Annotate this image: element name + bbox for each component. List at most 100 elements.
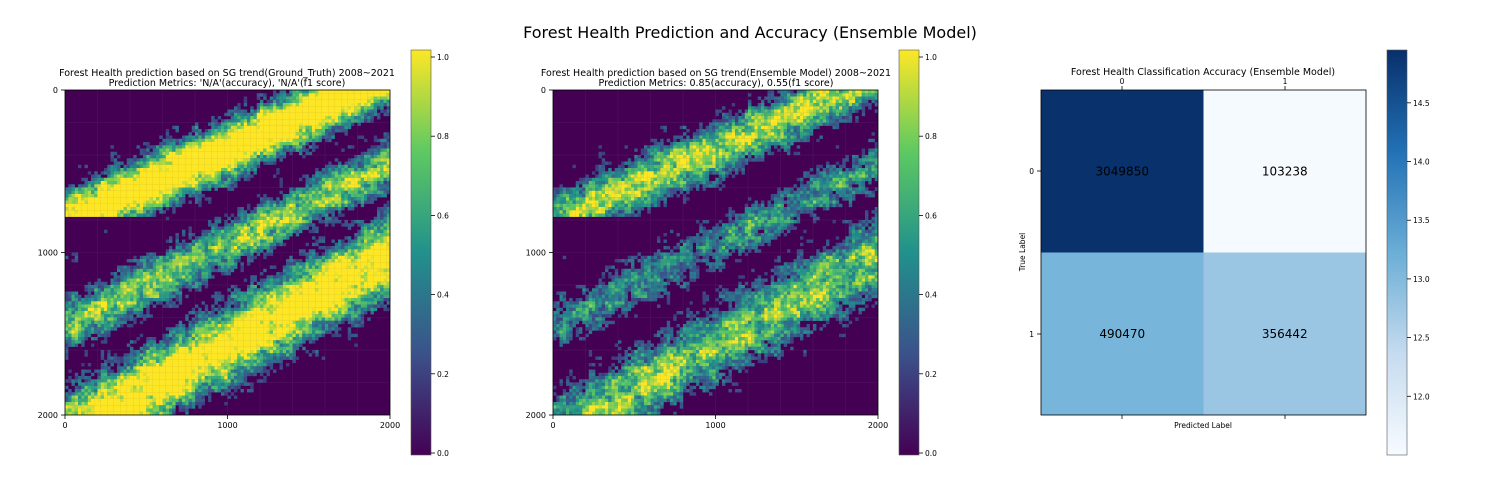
panel-1-map-pixel bbox=[256, 158, 261, 162]
panel-1-map-pixel bbox=[224, 340, 228, 344]
panel-1-map-pixel bbox=[328, 93, 332, 97]
panel-1-map-pixel bbox=[331, 213, 335, 217]
panel-1-map-pixel bbox=[165, 187, 170, 191]
panel-1-map-pixel bbox=[260, 210, 264, 214]
panel-1-map-pixel bbox=[214, 229, 218, 234]
panel-1-map-pixel bbox=[169, 337, 173, 341]
panel-1-map-pixel bbox=[312, 265, 316, 269]
panel-1-map-pixel bbox=[315, 320, 319, 325]
panel-1-map-pixel bbox=[204, 317, 209, 321]
panel-1-map-pixel bbox=[344, 129, 348, 133]
panel-1-map-pixel bbox=[104, 333, 108, 338]
panel-1-map-pixel bbox=[370, 229, 374, 234]
panel-1-map-pixel bbox=[191, 343, 196, 347]
panel-1-map-pixel bbox=[292, 291, 296, 295]
panel-1-map-pixel bbox=[357, 194, 361, 198]
panel-1-map-pixel bbox=[302, 155, 306, 159]
panel-1-map-pixel bbox=[65, 314, 69, 318]
panel-1-map-pixel bbox=[224, 229, 228, 234]
panel-1-map-pixel bbox=[286, 324, 290, 328]
panel-1-map-pixel bbox=[266, 327, 270, 331]
panel-1-map-pixel bbox=[351, 109, 355, 113]
panel-1-map-pixel bbox=[260, 311, 264, 315]
panel-1-map-pixel bbox=[380, 168, 384, 172]
panel-1-map-pixel bbox=[321, 90, 326, 94]
panel-1-map-pixel bbox=[211, 223, 215, 227]
panel-1-map-pixel bbox=[146, 281, 150, 286]
panel-1-map-pixel bbox=[250, 249, 254, 253]
panel-1-map-pixel bbox=[237, 155, 241, 159]
panel-1-map-pixel bbox=[386, 135, 391, 139]
panel-1-map-pixel bbox=[312, 93, 316, 97]
panel-1-map-pixel bbox=[110, 197, 114, 201]
panel-1-map-pixel bbox=[302, 125, 306, 130]
panel-1-map-pixel bbox=[221, 236, 225, 240]
panel-1-map-pixel bbox=[305, 259, 309, 263]
panel-1-map-pixel bbox=[312, 138, 316, 143]
panel-1-map-pixel bbox=[198, 307, 202, 312]
panel-1-map-pixel bbox=[224, 168, 228, 172]
panel-1-map-pixel bbox=[292, 197, 296, 201]
panel-1-map-pixel bbox=[221, 151, 225, 156]
panel-1-map-pixel bbox=[367, 294, 371, 299]
panel-1-map-pixel bbox=[198, 327, 202, 331]
panel-1-map-pixel bbox=[243, 125, 248, 130]
panel-1-map-pixel bbox=[74, 259, 79, 263]
panel-1-map-pixel bbox=[263, 197, 267, 201]
panel-1-map-pixel bbox=[276, 200, 280, 204]
panel-1-map-pixel bbox=[188, 252, 192, 256]
panel-1-map-pixel bbox=[178, 242, 183, 247]
panel-1-map-pixel bbox=[97, 301, 101, 305]
panel-1-map-pixel bbox=[247, 314, 251, 318]
panel-1-map-pixel bbox=[273, 142, 277, 146]
panel-1-map-pixel bbox=[130, 340, 134, 344]
panel-1-map-pixel bbox=[78, 298, 82, 302]
panel-1-map-pixel bbox=[159, 168, 163, 172]
panel-1-map-pixel bbox=[380, 259, 384, 263]
panel-1-map-pixel bbox=[276, 171, 280, 175]
panel-1-map-pixel bbox=[328, 268, 332, 273]
panel-1-map-pixel bbox=[201, 155, 205, 159]
panel-1-map-pixel bbox=[256, 103, 261, 107]
panel-1-map-pixel bbox=[237, 132, 241, 136]
panel-1-map-pixel bbox=[256, 239, 261, 243]
panel-1-map-pixel bbox=[234, 164, 238, 169]
panel-1-map-pixel bbox=[133, 304, 137, 308]
panel-1-map-pixel bbox=[243, 145, 248, 149]
panel-1-map-pixel bbox=[321, 187, 326, 191]
panel-1-map-pixel bbox=[338, 268, 342, 273]
panel-1-map-pixel bbox=[315, 207, 319, 211]
panel-1-map-pixel bbox=[227, 298, 231, 302]
panel-1-map-pixel bbox=[312, 327, 316, 331]
panel-1-map-pixel bbox=[351, 181, 355, 185]
panel-1-map-pixel bbox=[292, 226, 296, 230]
panel-1-map-pixel bbox=[234, 298, 238, 302]
panel-1-map-pixel bbox=[178, 190, 183, 195]
panel-1-map-pixel bbox=[208, 311, 212, 315]
panel-1-map-pixel bbox=[276, 291, 280, 295]
panel-1-map-pixel bbox=[318, 187, 322, 191]
panel-1-map-pixel bbox=[230, 301, 235, 305]
panel-1-map-pixel bbox=[110, 281, 114, 286]
panel-1-map-pixel bbox=[282, 112, 287, 117]
panel-1-map-pixel bbox=[211, 226, 215, 230]
panel-1-map-pixel bbox=[273, 343, 277, 347]
panel-1-map-pixel bbox=[253, 168, 257, 172]
panel-1-map-pixel bbox=[286, 330, 290, 334]
panel-1-map-pixel bbox=[292, 262, 296, 266]
panel-1-map-pixel bbox=[344, 268, 348, 273]
panel-1-map-pixel bbox=[227, 307, 231, 312]
panel-1-map-pixel bbox=[253, 135, 257, 139]
panel-1-map-pixel bbox=[386, 255, 391, 260]
panel-1-map-pixel bbox=[386, 99, 391, 104]
panel-1-map-pixel bbox=[198, 197, 202, 201]
panel-1-map-pixel bbox=[341, 291, 345, 295]
panel-1-map-pixel bbox=[328, 288, 332, 292]
panel-1-map-pixel bbox=[204, 281, 209, 286]
panel-1-map-pixel bbox=[224, 174, 228, 178]
panel-1-map-pixel bbox=[289, 90, 293, 94]
panel-1-map-pixel bbox=[191, 155, 196, 159]
panel-1-map-pixel bbox=[204, 233, 209, 237]
panel-1-map-pixel bbox=[282, 135, 287, 139]
panel-1-map-pixel bbox=[84, 288, 88, 292]
